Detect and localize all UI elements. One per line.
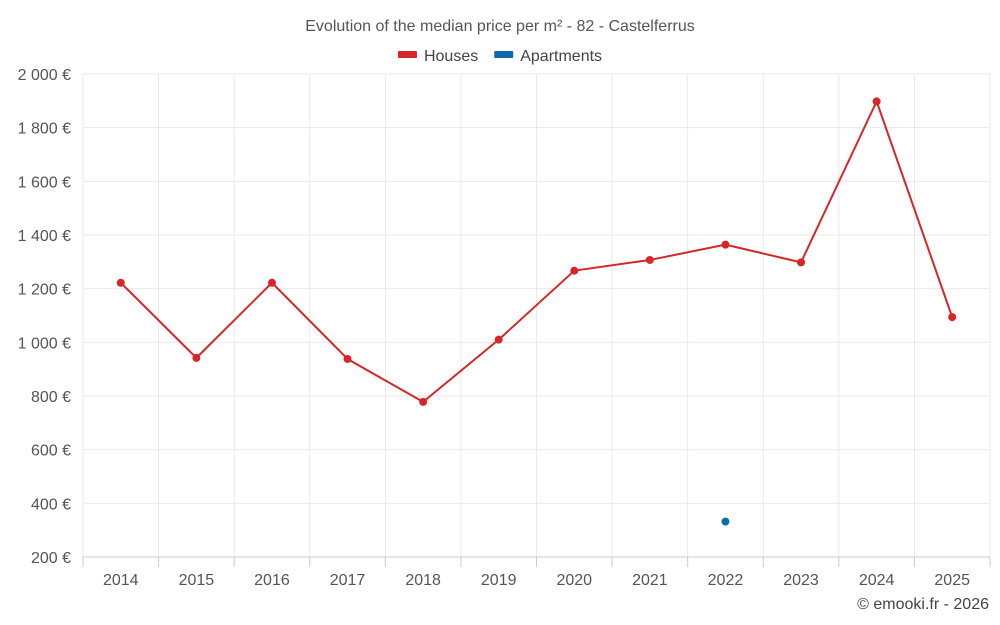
chart-title: Evolution of the median price per m² - 8… bbox=[305, 18, 695, 35]
x-tick-label: 2019 bbox=[481, 572, 517, 589]
houses-series-line bbox=[120, 100, 954, 403]
houses-point bbox=[797, 258, 806, 267]
houses-point bbox=[494, 335, 503, 344]
y-tick-label: 200 € bbox=[31, 550, 71, 567]
x-tick-label: 2025 bbox=[934, 572, 970, 589]
houses-point bbox=[192, 353, 201, 362]
x-tick-label: 2020 bbox=[556, 572, 592, 589]
x-tick-label: 2024 bbox=[859, 572, 895, 589]
houses-point bbox=[645, 255, 654, 264]
legend-label-houses: Houses bbox=[424, 48, 478, 65]
houses-point bbox=[570, 266, 579, 275]
houses-point bbox=[419, 397, 428, 406]
y-tick-label: 1 400 € bbox=[18, 228, 71, 245]
houses-point bbox=[948, 313, 957, 322]
credit-text: © emooki.fr - 2026 bbox=[857, 596, 989, 613]
x-tick-label: 2014 bbox=[103, 572, 139, 589]
y-tick-label: 1 000 € bbox=[18, 335, 71, 352]
legend: Houses Apartments bbox=[397, 48, 602, 65]
houses-point bbox=[721, 240, 730, 249]
y-tick-label: 800 € bbox=[31, 389, 71, 406]
legend-swatch-houses bbox=[397, 51, 417, 58]
x-tick-label: 2018 bbox=[405, 572, 441, 589]
houses-point bbox=[267, 278, 276, 287]
x-tick-label: 2017 bbox=[330, 572, 366, 589]
x-tick-label: 2021 bbox=[632, 572, 668, 589]
x-tick-label: 2022 bbox=[708, 572, 744, 589]
apartments-point bbox=[721, 517, 730, 526]
legend-label-apartments: Apartments bbox=[520, 48, 602, 65]
houses-point bbox=[116, 278, 125, 287]
y-tick-label: 1 800 € bbox=[18, 121, 71, 138]
houses-point bbox=[343, 354, 352, 363]
legend-swatch-apartments bbox=[494, 51, 514, 58]
x-tick-label: 2016 bbox=[254, 572, 290, 589]
series bbox=[116, 97, 957, 526]
grid bbox=[82, 73, 991, 557]
y-tick-label: 1 200 € bbox=[18, 282, 71, 299]
x-tick-label: 2023 bbox=[783, 572, 819, 589]
y-tick-label: 1 600 € bbox=[18, 174, 71, 191]
y-tick-label: 600 € bbox=[31, 443, 71, 460]
y-tick-label: 400 € bbox=[31, 496, 71, 513]
axes: 200 € 400 € 600 € 800 € 1 000 € 1 200 € 1 400 … bbox=[18, 67, 991, 589]
y-tick-label: 2 000 € bbox=[18, 67, 71, 84]
houses-point bbox=[872, 97, 881, 106]
x-tick-label: 2015 bbox=[179, 572, 215, 589]
